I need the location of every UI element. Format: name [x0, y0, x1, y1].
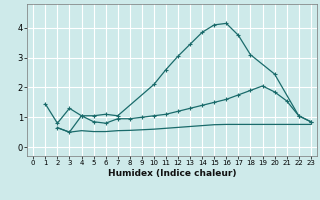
X-axis label: Humidex (Indice chaleur): Humidex (Indice chaleur) — [108, 169, 236, 178]
